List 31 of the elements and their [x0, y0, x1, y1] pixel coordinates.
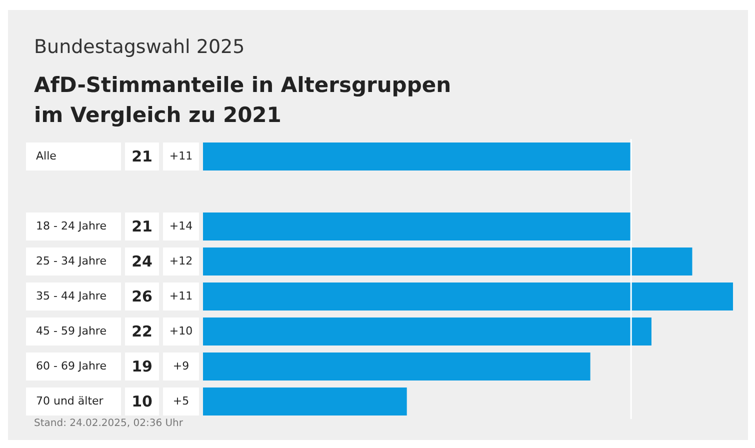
y-tick-label: 18 - 24 Jahre: [36, 220, 107, 232]
text: +11: [169, 290, 193, 302]
data-label: 22: [132, 322, 152, 340]
data-label: 21: [132, 218, 152, 236]
text: Stand: 24.02.2025, 02:36 Uhr: [34, 418, 184, 429]
text: +9: [172, 360, 190, 372]
bar: [203, 142, 632, 170]
text: +10: [169, 324, 193, 338]
chart-title: AfD-Stimmanteile in Altersgruppen im Vergleich zu 2021: [34, 72, 452, 129]
text: +5: [172, 394, 190, 408]
data-label: 10: [132, 392, 152, 410]
data-label: 24: [132, 252, 152, 270]
bar: [203, 388, 407, 416]
bar: [203, 212, 632, 240]
text: +11: [169, 150, 193, 162]
chart-subtitle: Bundestagswahl 2025: [34, 36, 245, 58]
text: +12: [169, 254, 193, 268]
bar: [203, 282, 733, 310]
y-tick-label: Alle: [36, 150, 57, 162]
data-label: 26: [132, 288, 152, 306]
data-label: 19: [132, 358, 152, 376]
data-label: 21: [132, 148, 152, 166]
y-tick-label: 35 - 44 Jahre: [36, 290, 107, 302]
bar: [203, 318, 652, 346]
bar: [203, 352, 590, 380]
y-tick-label: 25 - 34 Jahre: [36, 254, 107, 268]
bar: [203, 248, 692, 276]
text: +14: [169, 220, 193, 232]
y-tick-label: 60 - 69 Jahre: [36, 360, 107, 372]
y-tick-label: 70 und älter: [36, 394, 104, 408]
y-tick-label: 45 - 59 Jahre: [36, 324, 107, 338]
